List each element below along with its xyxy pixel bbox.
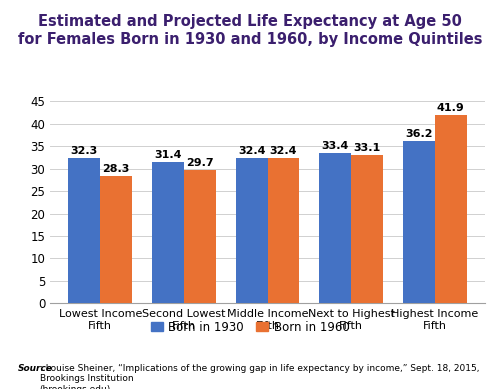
Text: 32.4: 32.4 [270, 146, 297, 156]
Bar [351, 155, 383, 303]
Text: 28.3: 28.3 [102, 165, 130, 174]
Text: 29.7: 29.7 [186, 158, 214, 168]
Legend: Born in 1930, Born in 1960: Born in 1930, Born in 1960 [146, 316, 354, 338]
Bar [100, 176, 132, 303]
Text: 36.2: 36.2 [405, 129, 432, 139]
Text: 33.4: 33.4 [322, 142, 349, 151]
Bar [152, 162, 184, 303]
Bar [403, 141, 435, 303]
Text: Estimated and Projected Life Expectancy at Age 50
for Females Born in 1930 and 1: Estimated and Projected Life Expectancy … [18, 14, 482, 47]
Text: : Louise Sheiner, “Implications of the growing gap in life expectancy by income,: : Louise Sheiner, “Implications of the g… [40, 364, 479, 389]
Bar [68, 158, 100, 303]
Bar [268, 158, 300, 303]
Text: 41.9: 41.9 [437, 103, 464, 113]
Bar [435, 115, 466, 303]
Text: 31.4: 31.4 [154, 151, 182, 161]
Bar [184, 170, 216, 303]
Text: 33.1: 33.1 [354, 143, 380, 153]
Bar [320, 153, 351, 303]
Text: Source: Source [18, 364, 52, 373]
Bar [236, 158, 268, 303]
Text: 32.3: 32.3 [70, 146, 98, 156]
Text: 32.4: 32.4 [238, 146, 266, 156]
